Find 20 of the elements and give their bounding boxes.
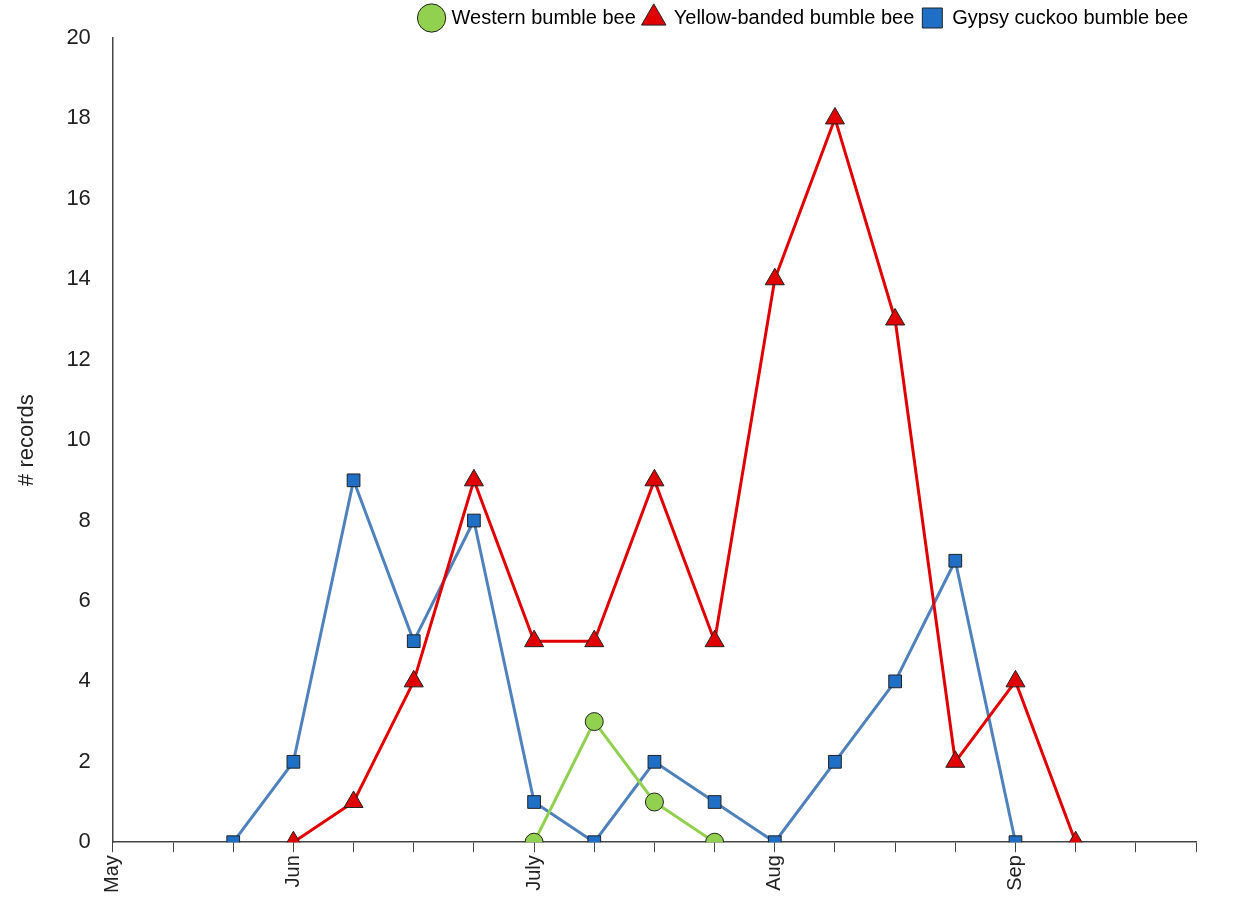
y-tick-label: 4 — [78, 667, 91, 693]
y-tick-label: 8 — [78, 506, 91, 532]
x-tick-label: May — [100, 855, 123, 894]
x-tick-label: Jun — [280, 855, 303, 888]
y-tick-label: 2 — [78, 747, 91, 773]
legend-label: Yellow-banded bumble bee — [673, 5, 915, 28]
y-tick-label: 16 — [66, 184, 91, 210]
x-tick-label: Aug — [762, 855, 785, 891]
y-tick-label: 10 — [66, 426, 91, 452]
y-tick-label: 6 — [78, 587, 91, 613]
x-tick-label: Sep — [1002, 855, 1025, 891]
y-axis-title: # records — [13, 394, 39, 486]
y-tick-label: 18 — [66, 104, 91, 130]
y-tick-label: 0 — [78, 828, 91, 854]
y-tick-label: 14 — [66, 265, 91, 291]
legend-label: Gypsy cuckoo bumble bee — [952, 5, 1188, 28]
y-tick-label: 12 — [66, 345, 91, 371]
x-tick-label: July — [521, 855, 544, 891]
y-tick-label: 20 — [66, 24, 91, 50]
legend-label: Western bumble bee — [451, 5, 636, 28]
